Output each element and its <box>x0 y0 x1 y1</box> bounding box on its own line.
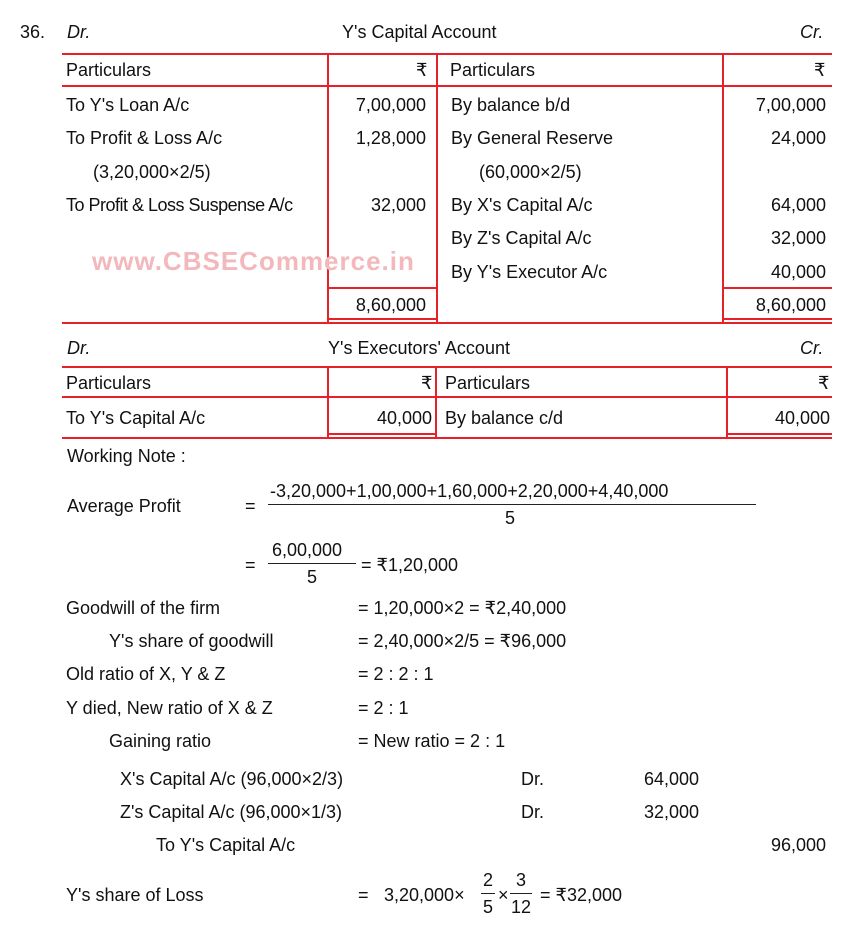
note-label: Old ratio of X, Y & Z <box>66 664 226 684</box>
total-rule <box>722 287 832 289</box>
credit-particular: By balance b/d <box>451 95 571 115</box>
fraction-denominator: 5 <box>307 567 318 587</box>
question-number: 36. <box>20 22 46 42</box>
fraction-numerator: -3,20,000+1,00,000+1,60,000+2,20,000+4,4… <box>270 481 669 501</box>
average-profit-result: = ₹1,20,000 <box>361 555 459 575</box>
credit-particular: By balance c/d <box>445 408 564 428</box>
total-rule <box>722 318 832 320</box>
debit-particular: To Profit & Loss Suspense A/c <box>66 195 293 215</box>
cr-label: Cr. <box>800 22 824 42</box>
journal-dr: Dr. <box>521 769 545 789</box>
loss-label: Y's share of Loss <box>66 885 204 905</box>
table-rule <box>62 366 832 368</box>
journal-particular: To Y's Capital A/c <box>156 835 296 855</box>
debit-particular: (3,20,000×2/5) <box>93 162 211 182</box>
fraction-bar <box>481 893 495 894</box>
fraction-denominator: 12 <box>511 897 532 917</box>
debit-particular: To Y's Loan A/c <box>66 95 190 115</box>
dr-label: Dr. <box>67 338 91 358</box>
debit-amount: 40,000 <box>376 408 432 428</box>
cr-label: Cr. <box>800 338 824 358</box>
column-rule <box>327 53 329 324</box>
header-particulars: Particulars <box>66 60 152 80</box>
journal-credit: 96,000 <box>770 835 826 855</box>
fraction-bar <box>268 563 356 564</box>
column-rule <box>726 366 728 439</box>
note-label: Y's share of goodwill <box>109 631 274 651</box>
note-value: = 2 : 1 <box>358 698 409 718</box>
journal-particular: Z's Capital A/c (96,000×1/3) <box>120 802 343 822</box>
total-rule <box>726 433 832 435</box>
total-debit: 8,60,000 <box>355 295 426 315</box>
debit-amount: 1,28,000 <box>355 128 426 148</box>
debit-amount: 32,000 <box>370 195 426 215</box>
fraction-denominator: 5 <box>483 897 494 917</box>
journal-particular: X's Capital A/c (96,000×2/3) <box>120 769 344 789</box>
executors-account-title: Y's Executors' Account <box>328 338 510 358</box>
journal-debit: 64,000 <box>643 769 699 789</box>
credit-amount: 40,000 <box>770 262 826 282</box>
header-rupee: ₹ <box>416 60 428 80</box>
note-label: Goodwill of the firm <box>66 598 221 618</box>
loss-amount: 3,20,000× <box>384 885 465 905</box>
credit-amount: 40,000 <box>774 408 830 428</box>
table-rule <box>62 396 832 398</box>
table-rule <box>62 53 832 55</box>
header-rupee: ₹ <box>818 373 830 393</box>
credit-amount: 24,000 <box>770 128 826 148</box>
total-rule <box>327 287 437 289</box>
credit-particular: By Y's Executor A/c <box>451 262 608 282</box>
table-rule <box>62 437 832 439</box>
note-label: Y died, New ratio of X & Z <box>66 698 273 718</box>
watermark: www.CBSECommerce.in <box>92 246 415 276</box>
dr-label: Dr. <box>67 22 91 42</box>
average-profit-label: Average Profit <box>67 496 181 516</box>
capital-account-title: Y's Capital Account <box>342 22 497 42</box>
header-particulars: Particulars <box>450 60 536 80</box>
column-rule <box>327 366 329 439</box>
fraction-numerator: 3 <box>516 870 527 890</box>
credit-particular: By X's Capital A/c <box>451 195 593 215</box>
note-value: = 1,20,000×2 = ₹2,40,000 <box>358 598 567 618</box>
equals: = <box>245 555 256 575</box>
equals: = <box>245 496 256 516</box>
times: × <box>498 885 509 905</box>
total-credit: 8,60,000 <box>755 295 826 315</box>
column-rule <box>722 53 724 324</box>
credit-amount: 64,000 <box>770 195 826 215</box>
credit-amount: 7,00,000 <box>755 95 826 115</box>
column-rule <box>436 53 438 324</box>
journal-dr: Dr. <box>521 802 545 822</box>
credit-amount: 32,000 <box>770 228 826 248</box>
note-label: Gaining ratio <box>109 731 212 751</box>
header-particulars: Particulars <box>66 373 152 393</box>
credit-particular: By Z's Capital A/c <box>451 228 592 248</box>
debit-particular: To Profit & Loss A/c <box>66 128 223 148</box>
total-rule <box>327 318 437 320</box>
fraction-bar <box>510 893 532 894</box>
note-value: = 2,40,000×2/5 = ₹96,000 <box>358 631 567 651</box>
total-rule <box>327 433 437 435</box>
note-value: = 2 : 2 : 1 <box>358 664 434 684</box>
header-rupee: ₹ <box>814 60 826 80</box>
fraction-bar <box>268 504 756 505</box>
table-rule <box>62 322 832 324</box>
column-rule <box>435 366 437 439</box>
note-value: = New ratio = 2 : 1 <box>358 731 506 751</box>
working-note-heading: Working Note : <box>67 446 186 466</box>
loss-result: = ₹32,000 <box>540 885 623 905</box>
debit-particular: To Y's Capital A/c <box>66 408 206 428</box>
debit-amount: 7,00,000 <box>355 95 426 115</box>
table-rule <box>62 85 832 87</box>
credit-particular: (60,000×2/5) <box>479 162 582 182</box>
fraction-numerator: 2 <box>483 870 494 890</box>
journal-debit: 32,000 <box>643 802 699 822</box>
credit-particular: By General Reserve <box>451 128 614 148</box>
fraction-numerator: 6,00,000 <box>272 540 343 560</box>
header-rupee: ₹ <box>421 373 433 393</box>
equals: = <box>358 885 369 905</box>
fraction-denominator: 5 <box>505 508 516 528</box>
header-particulars: Particulars <box>445 373 531 393</box>
